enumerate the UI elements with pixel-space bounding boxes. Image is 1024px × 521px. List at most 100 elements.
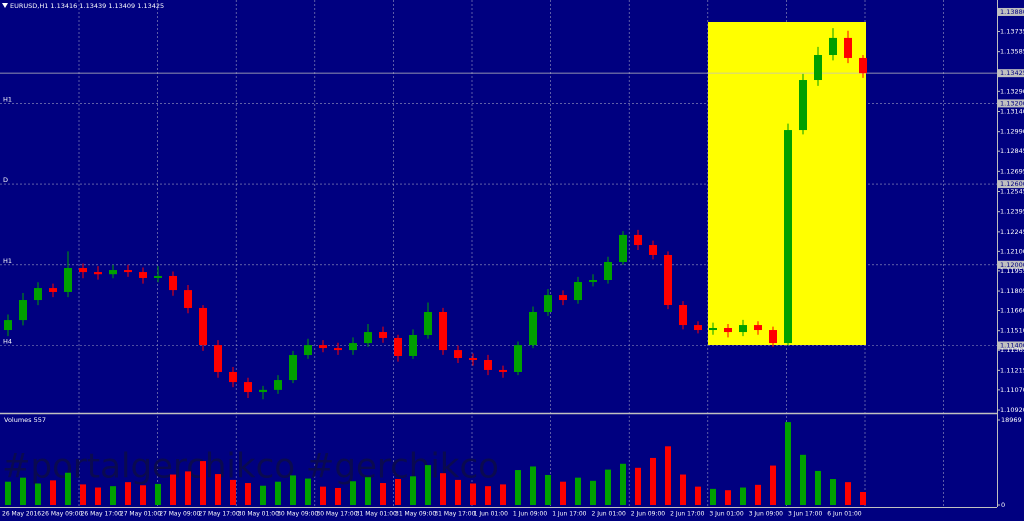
candle-body: [199, 307, 207, 346]
volume-bar: [350, 481, 356, 505]
watermark: #portalgerchikco #gerchikco: [2, 447, 499, 487]
candle-body: [304, 345, 312, 356]
volume-bar: [755, 484, 761, 505]
candle-body: [664, 254, 672, 306]
x-tick-label: 3 Jun 17:00: [788, 511, 822, 518]
volume-bar: [485, 486, 491, 505]
candle-body: [409, 334, 417, 356]
candle-body: [64, 268, 72, 292]
volume-bar: [590, 480, 596, 505]
volume-bar: [545, 474, 551, 505]
candle-body: [34, 288, 42, 301]
volume-bar: [500, 484, 506, 505]
candle-body: [19, 300, 27, 321]
volume-bar: [605, 469, 611, 505]
y-tick-label: 1.11365: [1000, 346, 1024, 354]
candle-body: [124, 270, 132, 273]
volume-bar: [215, 474, 221, 505]
volume-bar: [65, 472, 71, 505]
x-tick-label: 1 Jun 09:00: [513, 511, 547, 518]
y-tick-label: 1.13735: [1000, 27, 1024, 35]
y-tick-label: 1.11215: [1000, 366, 1024, 374]
volume-title: Volumes 557: [4, 416, 46, 424]
y-tick-label: 1.12600: [1000, 180, 1024, 188]
candle-body: [229, 371, 237, 383]
volume-bar: [665, 446, 671, 505]
candle-body: [769, 330, 777, 344]
volume-bar: [290, 475, 296, 505]
y-tick-highlight: [998, 341, 1024, 350]
candle-body: [259, 389, 267, 393]
y-tick-label: 1.12395: [1000, 208, 1024, 216]
level-label: H1: [3, 257, 12, 265]
volume-bar: [380, 483, 386, 505]
level-label: H4: [3, 337, 12, 345]
candle-body: [169, 275, 177, 291]
x-tick-label: 2 Jun 01:00: [592, 511, 626, 518]
x-tick-label: 30 May 01:00: [238, 511, 279, 518]
y-tick-label: 1.11660: [1000, 307, 1024, 315]
candle-body: [574, 282, 582, 301]
x-tick-label: 2 Jun 09:00: [631, 511, 665, 518]
volume-bar: [140, 485, 146, 505]
y-tick-highlight: [998, 180, 1024, 189]
volume-bar: [440, 473, 446, 505]
candle-body: [604, 261, 612, 280]
y-tick-highlight: [998, 69, 1024, 78]
volume-bar: [740, 487, 746, 505]
volume-bar: [200, 461, 206, 505]
candle-body: [724, 328, 732, 333]
y-tick-highlight: [998, 260, 1024, 269]
x-tick-label: 2 Jun 17:00: [670, 511, 704, 518]
y-tick-label: 1.12695: [1000, 167, 1024, 175]
candle-body: [394, 337, 402, 356]
x-tick-label: 30 May 17:00: [316, 511, 357, 518]
volume-bar: [365, 477, 371, 505]
x-tick-label: 3 Jun 09:00: [749, 511, 783, 518]
volume-bar: [785, 422, 791, 505]
volume-bar: [410, 476, 416, 505]
volume-bar: [5, 481, 11, 505]
x-tick-label: 1 Jun 01:00: [474, 511, 508, 518]
x-tick-label: 27 May 09:00: [159, 511, 200, 518]
candle-body: [379, 332, 387, 338]
y-tick-highlight: [998, 7, 1024, 16]
candle-body: [589, 279, 597, 283]
volume-bar: [530, 466, 536, 505]
candle-body: [334, 348, 342, 351]
volume-bar: [125, 482, 131, 505]
x-tick-label: 1 Jun 17:00: [552, 511, 586, 518]
y-tick-label: 1.12545: [1000, 188, 1024, 196]
candle-body: [349, 343, 357, 351]
candle-body: [814, 55, 822, 81]
candle-body: [439, 312, 447, 351]
candle-body: [274, 380, 282, 390]
volume-bar: [695, 486, 701, 505]
candle-body: [559, 295, 567, 301]
volume-bar: [455, 479, 461, 505]
y-tick-label: 1.12845: [1000, 147, 1024, 155]
candle-body: [244, 382, 252, 393]
y-tick-label: 1.11510: [1000, 327, 1024, 335]
y-tick-label: 1.13880: [1000, 8, 1024, 16]
volume-bar: [170, 474, 176, 505]
candle-body: [364, 332, 372, 344]
candle-body: [214, 345, 222, 372]
volume-bar: [620, 463, 626, 505]
candle-body: [709, 328, 717, 331]
volume-bar: [635, 467, 641, 505]
volume-bar: [185, 471, 191, 505]
y-tick-label: 1.13585: [1000, 48, 1024, 56]
candle-body: [634, 234, 642, 246]
x-tick-label: 27 May 01:00: [120, 511, 161, 518]
symbol-icon: [2, 3, 8, 8]
x-tick-label: 3 Jun 01:00: [709, 511, 743, 518]
candle-body: [859, 57, 867, 74]
volume-bar: [515, 470, 521, 505]
candle-body: [649, 245, 657, 255]
candle-body: [184, 290, 192, 308]
candle-body: [799, 80, 807, 131]
y-tick-label: 1.12000: [1000, 261, 1024, 269]
x-tick-label: 27 May 17:00: [199, 511, 240, 518]
